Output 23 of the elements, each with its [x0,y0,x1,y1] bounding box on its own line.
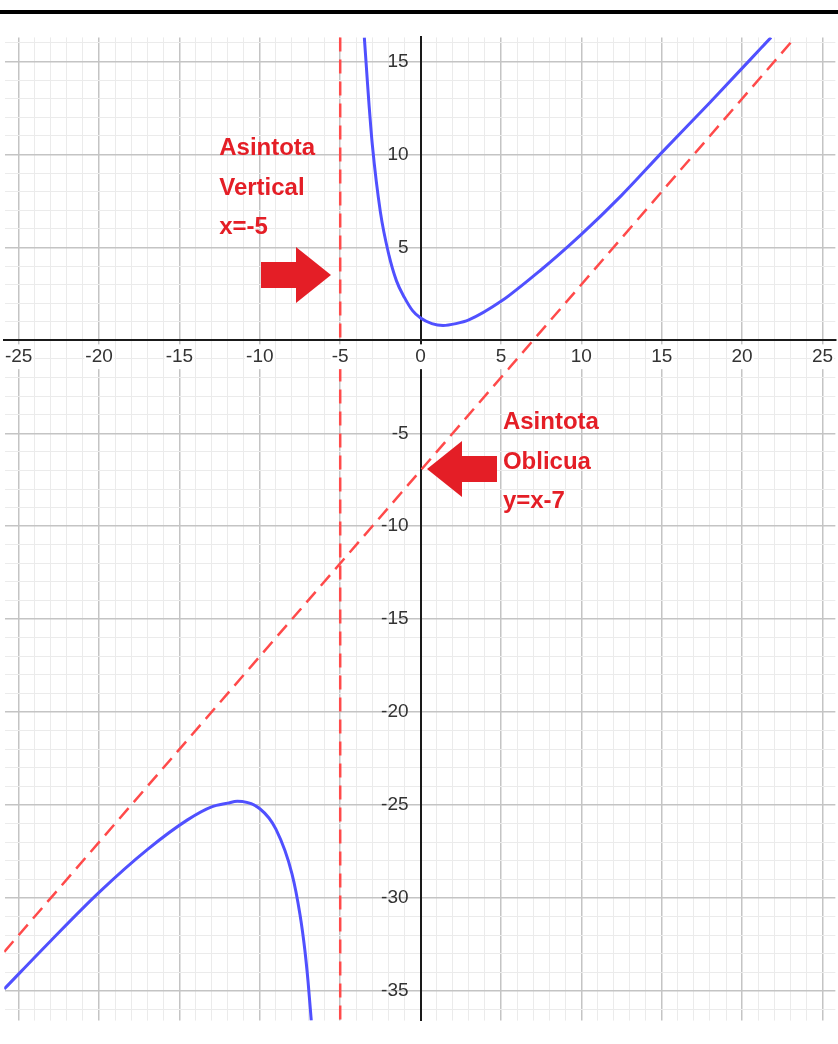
y-tick-label: -10 [381,514,409,536]
y-tick-label: -30 [381,886,409,908]
y-tick-label: -15 [381,607,409,629]
y-tick-label: 5 [398,235,409,257]
x-tick-label: 5 [495,344,507,366]
x-tick-label: 0 [415,344,426,366]
x-tick-label: -25 [4,344,33,366]
y-tick-label: 10 [387,142,409,164]
y-tick-label: -20 [381,700,409,722]
x-tick-label: -10 [246,344,274,366]
y-tick-label: -5 [391,421,409,443]
x-tick-label: 10 [570,344,592,366]
x-tick-label: -5 [331,344,349,366]
x-tick-label: 15 [651,344,673,366]
x-tick-label: -20 [85,344,113,366]
x-tick-label: -15 [165,344,194,366]
x-tick-label: 25 [811,344,834,366]
y-tick-label: -35 [381,979,409,1001]
y-tick-label: 15 [387,49,409,71]
annotation: Asintota Oblicua y=x-7 [502,407,600,514]
x-tick-label: 20 [731,344,753,366]
y-tick-label: -25 [381,793,409,815]
annotation: Asintota Vertical x=-5 [219,133,316,240]
